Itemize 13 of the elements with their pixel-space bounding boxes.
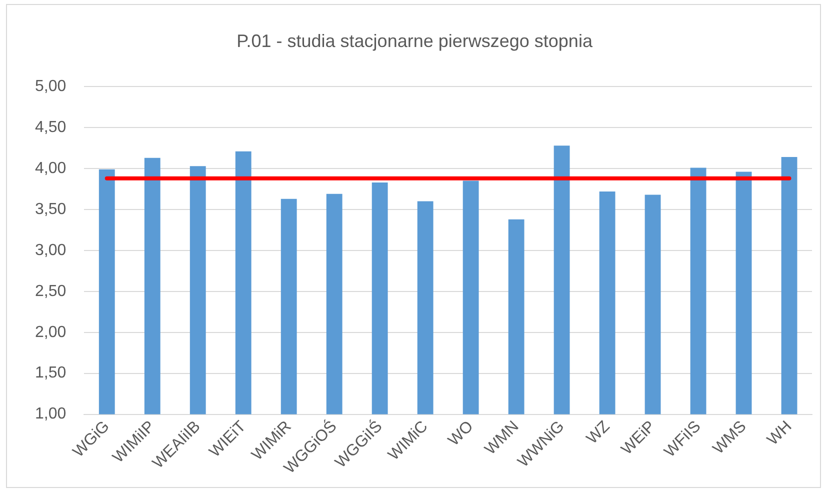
y-tick-label: 3,50 [35,200,66,218]
y-tick-label: 2,00 [35,324,66,341]
y-tick-label: 4,50 [35,118,66,136]
y-tick-label: 3,00 [35,242,66,259]
y-tick-label: 2,50 [35,282,66,300]
y-tick-label: 5,00 [35,78,66,96]
y-tick-label: 1,50 [35,364,66,382]
x-tick-label: WO [445,418,477,450]
y-tick-label: 1,00 [35,406,66,423]
x-tick-label: WZ [584,418,614,448]
x-tick-label: WH [764,418,796,449]
y-tick-label: 4,00 [35,160,66,177]
chart-title: P.01 - studia stacjonarne pierwszego stopnia [236,30,594,51]
